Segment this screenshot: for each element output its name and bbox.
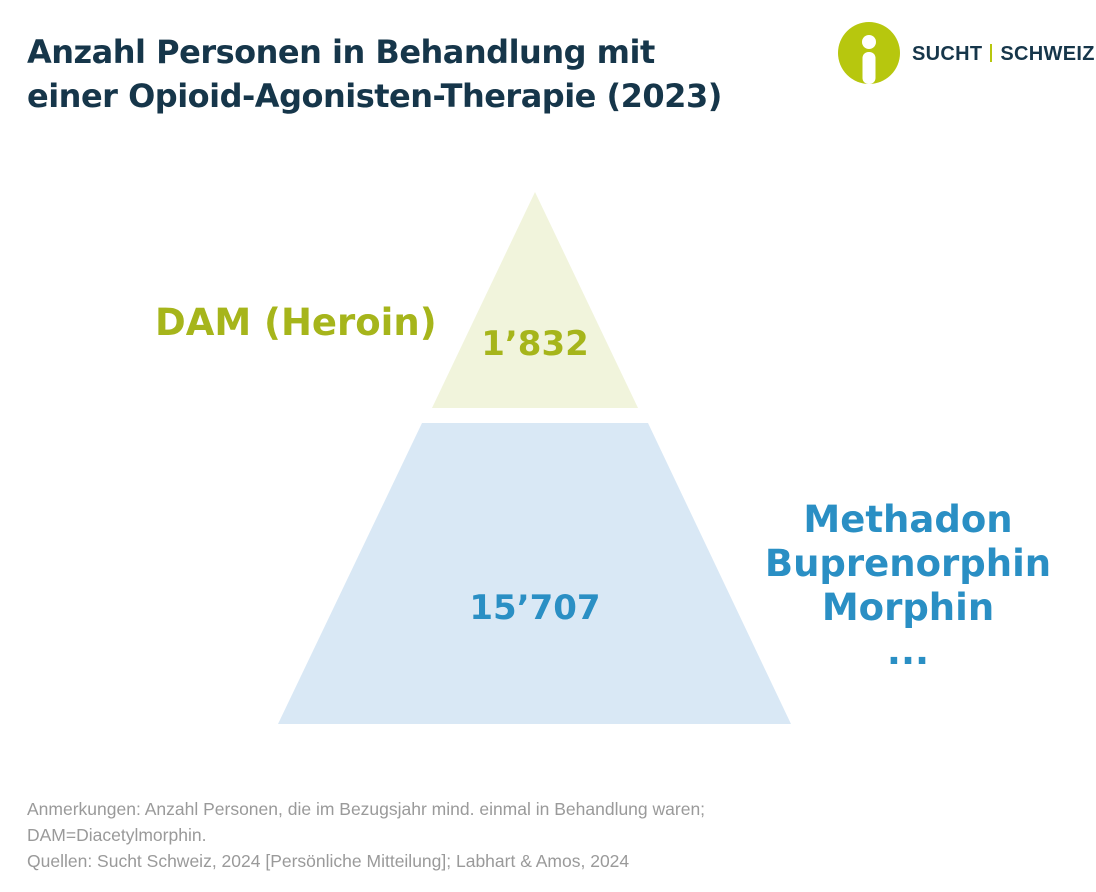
logo-wordmark: SUCHT SCHWEIZ <box>912 41 1095 67</box>
notes-line-2: DAM=Diacetylmorphin. <box>27 825 207 845</box>
chart-notes: Anmerkungen: Anzahl Personen, die im Bez… <box>27 796 705 874</box>
notes-line-1: Anmerkungen: Anzahl Personen, die im Bez… <box>27 799 706 819</box>
chart-title-line-1: Anzahl Personen in Behandlung mit <box>27 33 655 71</box>
pyramid-tier-dam <box>432 192 638 408</box>
notes-line-3: Quellen: Sucht Schweiz, 2024 [Persönlich… <box>27 851 630 871</box>
tier-value-dam: 1’832 <box>481 324 589 364</box>
sucht-schweiz-logo: SUCHT SCHWEIZ <box>838 22 1094 86</box>
logo-text-schweiz: SCHWEIZ <box>1000 43 1095 65</box>
chart-title-line-2: einer Opioid-Agonisten-Therapie (2023) <box>27 77 722 115</box>
logo-text-sucht: SUCHT <box>912 43 983 65</box>
tier-label-methadon: Methadon Buprenorphin Morphin ... <box>740 498 1076 674</box>
pyramid-tier-methadon <box>278 423 791 724</box>
person-circle-icon <box>838 22 900 84</box>
tier-label-methadon-line-2: Buprenorphin <box>764 542 1052 585</box>
tier-label-dam: DAM (Heroin) <box>155 300 437 346</box>
tier-value-methadon: 15’707 <box>469 588 601 628</box>
tier-label-dam-line: DAM (Heroin) <box>155 301 437 344</box>
tier-label-methadon-line-1: Methadon <box>803 498 1013 541</box>
tier-label-methadon-line-4: ... <box>886 630 930 673</box>
chart-title: Anzahl Personen in Behandlung mit einer … <box>27 30 722 118</box>
tier-label-methadon-line-3: Morphin <box>821 586 995 629</box>
logo-separator <box>990 44 993 62</box>
